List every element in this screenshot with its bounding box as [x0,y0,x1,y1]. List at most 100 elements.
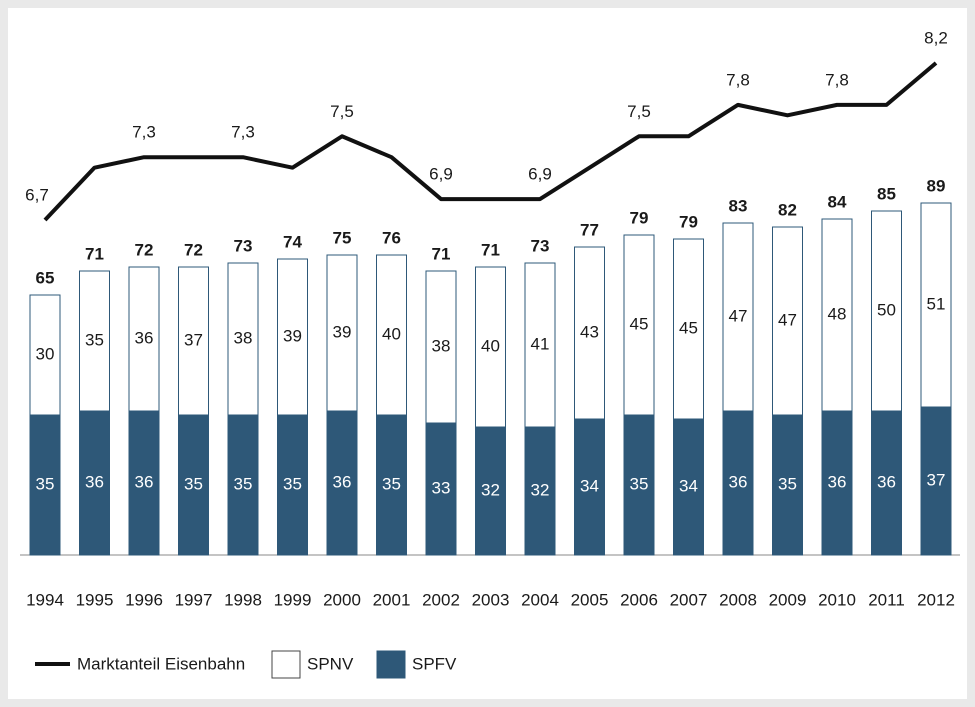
bar-segment [475,426,506,556]
segment-label: 41 [531,334,550,353]
segment-label: 35 [778,474,797,493]
segment-label: 48 [828,304,847,323]
total-label: 77 [580,220,599,239]
bar-segment [326,254,358,412]
total-label: 82 [778,200,797,219]
total-label: 71 [481,240,500,259]
segment-label: 34 [679,476,698,495]
line-value-label: 7,3 [132,123,156,142]
bar-segment [128,266,160,412]
bar-segment [623,234,655,416]
bar-segment [821,218,853,412]
total-label: 83 [729,196,748,215]
total-label: 73 [531,236,550,255]
bar-segment [722,222,754,412]
segment-label: 34 [580,476,599,495]
segment-label: 32 [481,480,500,499]
bar-segment [326,410,358,556]
bar-segment [871,410,902,556]
x-tick-label: 1995 [76,590,114,609]
bar-segment [178,414,209,556]
x-tick-label: 2009 [769,590,807,609]
segment-label: 35 [630,474,649,493]
legend-swatch [271,650,301,679]
x-tick-label: 2000 [323,590,361,609]
segment-label: 37 [927,470,946,489]
bar-segment [376,414,407,556]
segment-label: 35 [234,474,253,493]
legend-label: SPNV [307,654,354,673]
bar-segment [29,294,61,416]
segment-label: 51 [927,294,946,313]
x-tick-label: 1997 [175,590,213,609]
bar-segment [920,202,952,408]
x-tick-label: 2008 [719,590,757,609]
segment-label: 40 [481,336,500,355]
segment-label: 38 [432,336,451,355]
bar-segment [277,258,308,416]
line-value-label: 7,5 [330,102,354,121]
market-share-line [43,61,938,222]
bar-segment [574,246,605,420]
segment-label: 32 [531,480,550,499]
total-label: 75 [333,228,352,247]
bar-segment [524,262,556,428]
total-label: 79 [679,212,698,231]
bar-segment [79,270,110,412]
x-tick-label: 2007 [670,590,708,609]
total-label: 71 [85,244,104,263]
legend-label: Marktanteil Eisenbahn [77,654,245,673]
segment-label: 39 [283,326,302,345]
bar-segment [920,406,952,556]
bar-segment [673,418,704,556]
line-value-label: 6,7 [25,185,49,204]
segment-label: 45 [679,318,698,337]
segment-label: 36 [729,472,748,491]
total-label: 72 [184,240,203,259]
x-tick-label: 2006 [620,590,658,609]
segment-label: 47 [778,310,797,329]
total-label: 76 [382,228,401,247]
x-tick-label: 2001 [373,590,411,609]
total-label: 85 [877,184,896,203]
segment-label: 36 [828,472,847,491]
line-value-label: 6,9 [429,165,453,184]
line-value-label: 7,8 [726,70,750,89]
x-tick-label: 2003 [472,590,510,609]
total-label: 73 [234,236,253,255]
bar-segment [425,422,457,556]
segment-label: 30 [36,344,55,363]
x-tick-label: 1994 [26,590,64,609]
x-tick-label: 2005 [571,590,609,609]
total-label: 84 [828,192,847,211]
line-value-label: 7,8 [825,70,849,89]
segment-label: 35 [85,330,104,349]
line-value-label: 6,9 [528,165,552,184]
segment-label: 47 [729,306,748,325]
bar-segment [29,414,61,556]
bar-segment [772,226,803,416]
segment-label: 36 [135,328,154,347]
x-tick-label: 1996 [125,590,163,609]
segment-label: 39 [333,322,352,341]
x-tick-label: 1999 [274,590,312,609]
bar-segment [277,414,308,556]
bar-segment [227,414,259,556]
total-label: 72 [135,240,154,259]
total-label: 71 [432,244,451,263]
bar-segment [128,410,160,556]
total-label: 89 [927,176,946,195]
segment-label: 35 [184,474,203,493]
legend-label: SPFV [412,654,457,673]
bar-segment [673,238,704,420]
segment-label: 33 [432,478,451,497]
bar-segment [871,210,902,412]
legend-swatch [376,650,406,679]
total-label: 65 [36,268,55,287]
segment-label: 40 [382,324,401,343]
segment-label: 35 [283,474,302,493]
bar-segment [178,266,209,416]
segment-label: 36 [135,472,154,491]
